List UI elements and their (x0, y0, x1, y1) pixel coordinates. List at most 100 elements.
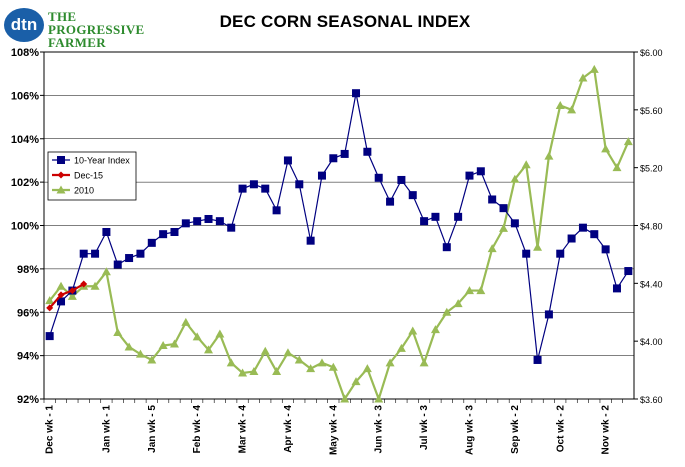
data-point-10-year-index (215, 217, 224, 226)
chart-title: DEC CORN SEASONAL INDEX (219, 12, 471, 31)
data-point-10-year-index (488, 195, 497, 204)
left-tick-label: 104% (11, 134, 39, 146)
data-point-2010 (169, 339, 179, 348)
data-point-2010 (226, 358, 236, 367)
data-point-10-year-index (442, 243, 451, 252)
data-point-dec-15 (80, 280, 88, 288)
data-point-10-year-index (113, 260, 122, 269)
data-point-10-year-index (601, 245, 610, 254)
x-tick-label: May wk - 4 (328, 405, 339, 455)
x-tick-label: Nov wk - 2 (601, 405, 612, 455)
series-line-10-year-index (49, 93, 629, 361)
data-point-10-year-index (45, 332, 54, 341)
right-tick-label: $4.00 (640, 337, 663, 347)
data-point-2010 (578, 73, 588, 82)
data-point-2010 (272, 367, 282, 376)
data-point-2010 (340, 394, 350, 403)
series-layer (45, 64, 633, 403)
data-point-10-year-index (238, 184, 247, 193)
legend-marker-dec-15 (57, 171, 65, 179)
data-point-2010 (374, 394, 384, 403)
left-tick-label: 92% (17, 394, 39, 406)
data-point-10-year-index (147, 238, 156, 247)
logo-wordmark: THE PROGRESSIVE FARMER (48, 10, 145, 49)
data-point-2010 (612, 163, 622, 172)
dtn-progressive-farmer-logo: dtn THE PROGRESSIVE FARMER (4, 6, 144, 49)
left-tick-label: 98% (17, 264, 39, 276)
data-point-10-year-index (386, 197, 395, 206)
data-point-10-year-index (408, 191, 417, 200)
data-point-2010 (487, 244, 497, 253)
x-tick-label: Oct wk - 2 (555, 405, 566, 453)
data-point-10-year-index (397, 175, 406, 184)
data-point-2010 (283, 348, 293, 357)
data-point-10-year-index (476, 167, 485, 176)
data-point-2010 (419, 358, 429, 367)
x-tick-label: Jun wk - 3 (374, 405, 385, 454)
data-point-2010 (362, 364, 372, 373)
data-point-2010 (521, 160, 531, 169)
data-point-2010 (158, 341, 168, 350)
right-tick-label: $4.80 (640, 222, 663, 232)
data-point-2010 (623, 137, 633, 146)
dtn-logo-badge: dtn (4, 8, 44, 42)
grid-lines (43, 51, 635, 400)
data-point-2010 (181, 317, 191, 326)
data-point-10-year-index (79, 249, 88, 258)
legend-label-2010: 2010 (74, 186, 94, 196)
data-point-2010 (499, 223, 509, 232)
data-point-2010 (67, 291, 77, 300)
logo-line-1: THE PROGRESSIVE (48, 9, 145, 37)
data-point-10-year-index (329, 154, 338, 163)
data-point-2010 (328, 362, 338, 371)
left-tick-label: 108% (11, 47, 39, 59)
data-point-10-year-index (193, 217, 202, 226)
data-point-10-year-index (544, 310, 553, 319)
data-point-2010 (101, 267, 111, 276)
data-point-2010 (601, 144, 611, 153)
data-point-2010 (294, 355, 304, 364)
data-point-2010 (430, 325, 440, 334)
left-tick-label: 100% (11, 221, 39, 233)
data-point-2010 (408, 326, 418, 335)
data-point-10-year-index (340, 149, 349, 158)
data-point-2010 (113, 327, 123, 336)
data-point-10-year-index (363, 147, 372, 156)
data-point-2010 (249, 367, 259, 376)
data-point-10-year-index (590, 230, 599, 239)
right-tick-label: $3.60 (640, 395, 663, 405)
data-point-10-year-index (295, 180, 304, 189)
x-tick-label: Sep wk - 2 (510, 405, 521, 454)
logo-line-2: FARMER (48, 35, 106, 50)
right-tick-label: $5.20 (640, 164, 663, 174)
data-point-10-year-index (159, 230, 168, 239)
data-point-10-year-index (556, 249, 565, 258)
data-point-2010 (45, 296, 55, 305)
series-2010 (45, 64, 633, 403)
x-tick-label: Jul wk - 3 (419, 405, 430, 450)
data-point-10-year-index (612, 284, 621, 293)
legend-marker-2010 (56, 185, 66, 194)
right-tick-label: $5.60 (640, 106, 663, 116)
x-tick-label: Jan wk - 1 (101, 405, 112, 453)
data-point-2010 (238, 368, 248, 377)
data-point-10-year-index (272, 206, 281, 215)
series-10-year-index (45, 89, 633, 364)
data-point-10-year-index (181, 219, 190, 228)
data-point-10-year-index (91, 249, 100, 258)
data-point-2010 (192, 332, 202, 341)
data-point-dec-15 (57, 291, 65, 299)
series-line-dec-15 (48, 283, 85, 309)
data-point-10-year-index (454, 212, 463, 221)
left-tick-label: 96% (17, 307, 39, 319)
data-point-2010 (90, 281, 100, 290)
data-point-10-year-index (102, 228, 111, 237)
data-point-2010 (204, 345, 214, 354)
data-point-dec-15 (46, 304, 54, 312)
data-point-2010 (567, 105, 577, 114)
data-point-2010 (147, 355, 157, 364)
data-point-2010 (544, 151, 554, 160)
data-point-10-year-index (533, 355, 542, 364)
data-point-2010 (533, 242, 543, 251)
